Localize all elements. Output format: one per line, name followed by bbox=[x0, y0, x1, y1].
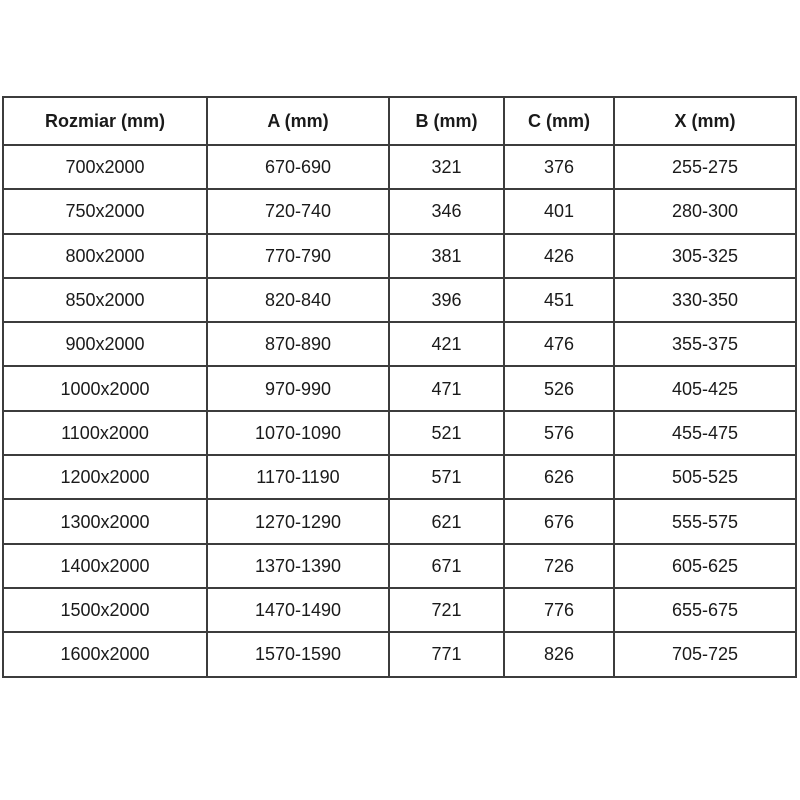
table-cell: 405-425 bbox=[613, 365, 797, 412]
table-cell: 321 bbox=[388, 143, 505, 191]
table-cell: 471 bbox=[388, 365, 505, 412]
table-cell: 820-840 bbox=[206, 276, 390, 324]
table-cell: 700x2000 bbox=[2, 143, 208, 191]
table-header-row: Rozmiar (mm) A (mm) B (mm) C (mm) X (mm) bbox=[2, 96, 797, 146]
column-header-1: A (mm) bbox=[206, 96, 390, 146]
table-cell: 800x2000 bbox=[2, 232, 208, 279]
table-cell: 330-350 bbox=[613, 276, 797, 324]
table-row: 1000x2000 970-990 471 526 405-425 bbox=[2, 365, 797, 412]
table-cell: 280-300 bbox=[613, 188, 797, 235]
table-row: 1400x2000 1370-1390 671 726 605-625 bbox=[2, 542, 797, 589]
table-cell: 1570-1590 bbox=[206, 631, 390, 678]
table-cell: 451 bbox=[503, 276, 615, 324]
table-row: 850x2000 820-840 396 451 330-350 bbox=[2, 276, 797, 324]
table-cell: 346 bbox=[388, 188, 505, 235]
table-cell: 850x2000 bbox=[2, 276, 208, 324]
table-cell: 721 bbox=[388, 586, 505, 634]
table-cell: 655-675 bbox=[613, 586, 797, 634]
table-cell: 750x2000 bbox=[2, 188, 208, 235]
table-cell: 870-890 bbox=[206, 321, 390, 368]
table-row: 1500x2000 1470-1490 721 776 655-675 bbox=[2, 586, 797, 634]
table-header: Rozmiar (mm) A (mm) B (mm) C (mm) X (mm) bbox=[2, 96, 797, 146]
table-cell: 726 bbox=[503, 542, 615, 589]
table-cell: 1600x2000 bbox=[2, 631, 208, 678]
table-cell: 521 bbox=[388, 409, 505, 457]
table-cell: 676 bbox=[503, 498, 615, 545]
size-dimensions-table: Rozmiar (mm) A (mm) B (mm) C (mm) X (mm) 700… bbox=[2, 96, 797, 678]
column-header-4: X (mm) bbox=[613, 96, 797, 146]
table-cell: 626 bbox=[503, 454, 615, 501]
table-row: 1100x2000 1070-1090 521 576 455-475 bbox=[2, 409, 797, 457]
table-cell: 355-375 bbox=[613, 321, 797, 368]
table-cell: 526 bbox=[503, 365, 615, 412]
table-row: 700x2000 670-690 321 376 255-275 bbox=[2, 143, 797, 191]
table-body: 700x2000 670-690 321 376 255-275 750x2000 720-… bbox=[2, 143, 797, 678]
table-cell: 1400x2000 bbox=[2, 542, 208, 589]
table-row: 1200x2000 1170-1190 571 626 505-525 bbox=[2, 454, 797, 501]
table-cell: 426 bbox=[503, 232, 615, 279]
table-row: 1600x2000 1570-1590 771 826 705-725 bbox=[2, 631, 797, 678]
table-cell: 421 bbox=[388, 321, 505, 368]
table-cell: 720-740 bbox=[206, 188, 390, 235]
table-cell: 576 bbox=[503, 409, 615, 457]
table-row: 1300x2000 1270-1290 621 676 555-575 bbox=[2, 498, 797, 545]
table-cell: 381 bbox=[388, 232, 505, 279]
table-cell: 605-625 bbox=[613, 542, 797, 589]
table-cell: 476 bbox=[503, 321, 615, 368]
table-cell: 705-725 bbox=[613, 631, 797, 678]
table-cell: 571 bbox=[388, 454, 505, 501]
table-cell: 505-525 bbox=[613, 454, 797, 501]
table-cell: 255-275 bbox=[613, 143, 797, 191]
table-cell: 401 bbox=[503, 188, 615, 235]
table-cell: 621 bbox=[388, 498, 505, 545]
table-cell: 770-790 bbox=[206, 232, 390, 279]
table-cell: 970-990 bbox=[206, 365, 390, 412]
table-cell: 376 bbox=[503, 143, 615, 191]
table-cell: 671 bbox=[388, 542, 505, 589]
table-cell: 1270-1290 bbox=[206, 498, 390, 545]
column-header-3: C (mm) bbox=[503, 96, 615, 146]
table-cell: 555-575 bbox=[613, 498, 797, 545]
column-header-2: B (mm) bbox=[388, 96, 505, 146]
table-cell: 1370-1390 bbox=[206, 542, 390, 589]
table-row: 800x2000 770-790 381 426 305-325 bbox=[2, 232, 797, 279]
column-header-0: Rozmiar (mm) bbox=[2, 96, 208, 146]
table-cell: 1000x2000 bbox=[2, 365, 208, 412]
table-row: 900x2000 870-890 421 476 355-375 bbox=[2, 321, 797, 368]
table-cell: 455-475 bbox=[613, 409, 797, 457]
table-cell: 305-325 bbox=[613, 232, 797, 279]
table-cell: 1300x2000 bbox=[2, 498, 208, 545]
table-cell: 1100x2000 bbox=[2, 409, 208, 457]
table-cell: 826 bbox=[503, 631, 615, 678]
table-cell: 1500x2000 bbox=[2, 586, 208, 634]
table-cell: 776 bbox=[503, 586, 615, 634]
table-cell: 900x2000 bbox=[2, 321, 208, 368]
table-cell: 1070-1090 bbox=[206, 409, 390, 457]
table-cell: 1170-1190 bbox=[206, 454, 390, 501]
table-cell: 1200x2000 bbox=[2, 454, 208, 501]
table-row: 750x2000 720-740 346 401 280-300 bbox=[2, 188, 797, 235]
table-cell: 1470-1490 bbox=[206, 586, 390, 634]
table-cell: 771 bbox=[388, 631, 505, 678]
table-cell: 396 bbox=[388, 276, 505, 324]
table-cell: 670-690 bbox=[206, 143, 390, 191]
